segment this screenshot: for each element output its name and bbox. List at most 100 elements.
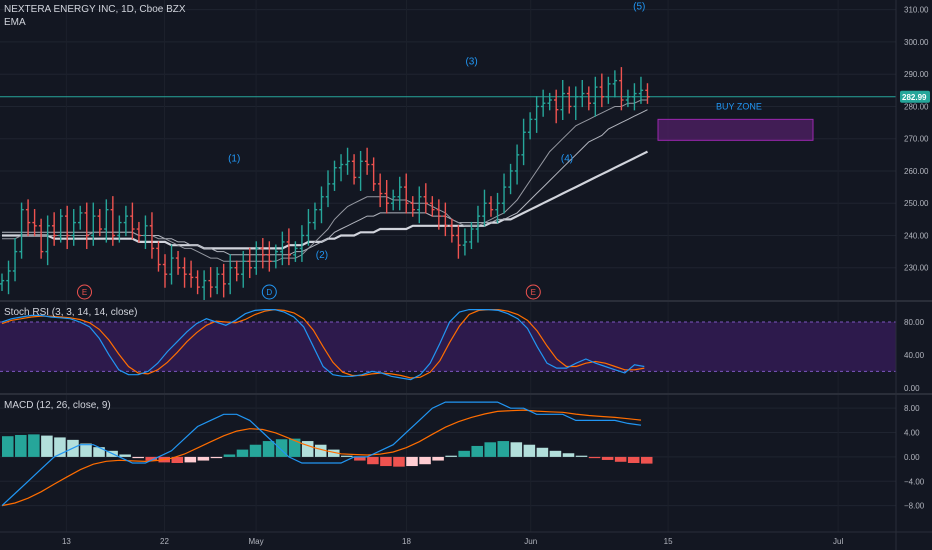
macd-hist-bar bbox=[2, 436, 14, 457]
price-tick-label: 260.00 bbox=[904, 167, 929, 176]
ohlc-bar bbox=[410, 196, 415, 217]
ohlc-bar bbox=[495, 192, 500, 224]
ohlc-bar bbox=[156, 241, 161, 272]
event-marker-label: E bbox=[531, 288, 536, 297]
ohlc-bar bbox=[117, 215, 122, 243]
macd-hist-bar bbox=[471, 445, 483, 457]
event-marker-label: E bbox=[82, 288, 87, 297]
macd-hist-bar bbox=[484, 442, 497, 457]
ohlc-bar bbox=[208, 267, 213, 298]
ohlc-bar bbox=[38, 218, 44, 259]
macd-hist-bar bbox=[432, 456, 444, 461]
ohlc-bar bbox=[371, 157, 376, 191]
macd-hist-bar bbox=[445, 455, 457, 457]
ohlc-bar bbox=[280, 231, 285, 266]
ohlc-bar bbox=[32, 209, 37, 237]
macd-hist-bar bbox=[93, 447, 105, 457]
event-marker[interactable]: E bbox=[525, 284, 541, 300]
macd-line bbox=[1, 401, 642, 507]
stoch-rsi-panel[interactable] bbox=[0, 308, 896, 381]
ohlc-bar bbox=[162, 254, 168, 288]
macd-panel[interactable] bbox=[1, 401, 653, 507]
macd-hist-bar bbox=[562, 453, 575, 457]
ohlc-bar bbox=[182, 257, 187, 288]
ohlc-bar bbox=[286, 228, 292, 266]
ohlc-bar bbox=[404, 173, 409, 214]
macd-hist-bar bbox=[171, 456, 184, 463]
time-tick-label: 13 bbox=[62, 537, 71, 546]
ohlc-bar bbox=[110, 196, 116, 246]
buy-zone-label: BUY ZONE bbox=[716, 101, 762, 111]
macd-hist-bar bbox=[497, 441, 510, 457]
macd-hist-bar bbox=[549, 450, 562, 457]
ohlc-bar bbox=[391, 189, 396, 211]
ohlc-bar bbox=[247, 247, 252, 279]
ohlc-bar bbox=[123, 205, 129, 237]
event-marker[interactable]: E bbox=[77, 284, 92, 300]
ohlc-bar bbox=[312, 202, 318, 230]
ohlc-bar bbox=[234, 260, 239, 282]
ohlc-bar bbox=[534, 96, 539, 133]
macd-hist-bar bbox=[601, 456, 614, 460]
ohlc-bar bbox=[606, 76, 611, 104]
ohlc-bar bbox=[260, 238, 265, 269]
macd-hist-bar bbox=[380, 456, 392, 467]
event-marker-label: D bbox=[266, 288, 272, 297]
price-tick-label: 230.00 bbox=[904, 264, 929, 273]
ohlc-bar bbox=[586, 86, 591, 111]
rsi-tick-label: 80.00 bbox=[904, 318, 925, 327]
macd-hist-bar bbox=[354, 456, 366, 461]
buy-zone-box[interactable] bbox=[657, 118, 814, 141]
wave-label: (2) bbox=[316, 250, 328, 261]
ohlc-bar bbox=[19, 202, 24, 259]
ohlc-bar bbox=[567, 86, 572, 114]
macd-title[interactable]: MACD (12, 26, close, 9) bbox=[4, 400, 111, 411]
ohlc-bar bbox=[201, 270, 207, 301]
ohlc-bar bbox=[149, 212, 155, 259]
wave-label: (1) bbox=[228, 153, 240, 164]
ohlc-bar bbox=[364, 147, 370, 175]
macd-hist-bar bbox=[197, 456, 210, 461]
ohlc-bar bbox=[417, 186, 422, 224]
ohlc-bar bbox=[254, 241, 259, 275]
ema-mid-line bbox=[2, 109, 648, 256]
ohlc-bar bbox=[462, 228, 468, 256]
macd-hist-bar bbox=[132, 456, 144, 459]
ema-indicator-label[interactable]: EMA bbox=[4, 17, 26, 28]
ema-lines bbox=[2, 99, 648, 262]
time-tick-label: May bbox=[248, 537, 263, 546]
ohlc-bar bbox=[430, 196, 435, 217]
ohlc-bar bbox=[593, 76, 598, 117]
price-panel[interactable]: BUY ZONE (1) (2) (3) (4) (5) E D E bbox=[0, 2, 896, 301]
ohlc-bar bbox=[0, 273, 5, 291]
macd-hist-bar bbox=[640, 456, 653, 464]
macd-tick-label: 0.00 bbox=[904, 453, 920, 462]
price-axis[interactable]: 230.00 240.00 250.00 260.00 270.00 280.00 290.… bbox=[904, 6, 929, 511]
ohlc-bar bbox=[358, 150, 363, 191]
wave-label: (3) bbox=[465, 57, 477, 68]
ohlc-bar bbox=[632, 83, 637, 111]
ohlc-bar bbox=[560, 80, 565, 120]
ohlc-bar bbox=[351, 154, 357, 185]
wave-labels: (1) (2) (3) (4) (5) bbox=[228, 2, 645, 261]
ohlc-bar bbox=[573, 86, 578, 120]
macd-hist-bar bbox=[119, 454, 131, 457]
ema-slow-line bbox=[2, 150, 648, 250]
event-marker[interactable]: D bbox=[261, 284, 277, 300]
time-axis[interactable]: 1322May18Jun15Jul1322Aug17Sep14Oct bbox=[62, 537, 932, 546]
price-tick-label: 310.00 bbox=[904, 6, 929, 15]
macd-hist-bar bbox=[262, 441, 275, 457]
ohlc-bar bbox=[188, 260, 194, 288]
ohlc-bar bbox=[488, 196, 494, 217]
ohlc-bar bbox=[51, 212, 57, 246]
ohlc-bar bbox=[625, 89, 631, 108]
macd-hist-bar bbox=[458, 450, 470, 457]
time-tick-label: 15 bbox=[664, 537, 673, 546]
ohlc-bar bbox=[345, 147, 350, 175]
stoch-rsi-title[interactable]: Stoch RSI (3, 3, 14, 14, close) bbox=[4, 307, 138, 318]
time-tick-label: Jul bbox=[833, 537, 843, 546]
symbol-title[interactable]: NEXTERA ENERGY INC, 1D, Cboe BZX bbox=[4, 4, 186, 15]
macd-hist-bar bbox=[223, 454, 236, 457]
